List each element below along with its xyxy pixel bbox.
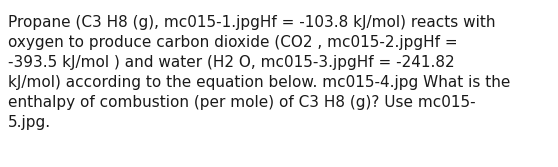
Text: Propane (C3 H8 (g), mc015-1.jpgHf = -103.8 kJ/mol) reacts with
oxygen to produce: Propane (C3 H8 (g), mc015-1.jpgHf = -103… — [8, 15, 511, 130]
